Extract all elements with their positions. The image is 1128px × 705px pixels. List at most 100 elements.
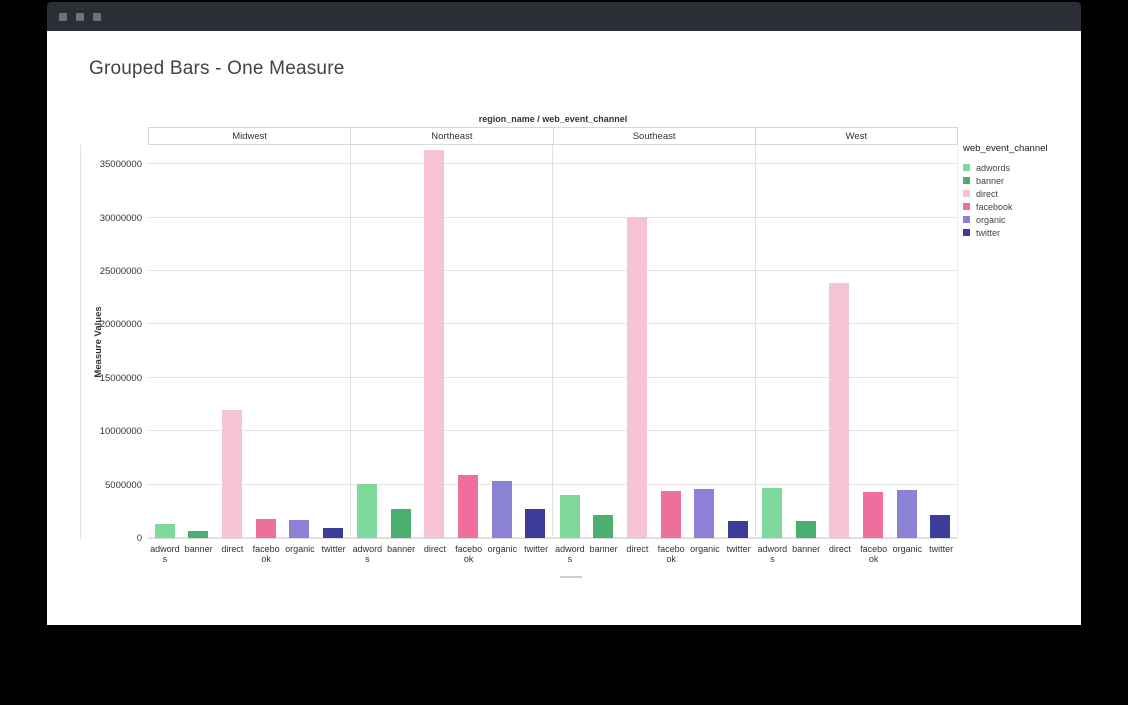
- bar-west-organic[interactable]: [896, 489, 917, 538]
- bar-northeast-twitter[interactable]: [525, 509, 546, 538]
- x-tick-label: adword s: [352, 544, 383, 564]
- legend-title: web_event_channel: [963, 143, 1048, 154]
- bar-midwest-facebook[interactable]: [255, 518, 276, 538]
- panel-midwest: [148, 145, 350, 538]
- plot-area: [148, 145, 958, 539]
- bar-slot: [485, 145, 519, 538]
- legend-item-organic[interactable]: organic: [963, 213, 1073, 226]
- panels: [148, 145, 957, 538]
- y-tick-label: 35000000: [99, 159, 142, 171]
- bar-slot: [789, 145, 823, 538]
- legend-label: twitter: [976, 227, 1001, 238]
- bar-midwest-twitter[interactable]: [322, 528, 343, 538]
- bar-northeast-banner[interactable]: [390, 509, 411, 538]
- panel-header-west[interactable]: West: [754, 127, 958, 145]
- bar-southeast-twitter[interactable]: [727, 520, 748, 538]
- x-tick-label: twitter: [929, 544, 954, 554]
- legend-item-direct[interactable]: direct: [963, 187, 1073, 200]
- x-tick-label: organic: [892, 544, 923, 554]
- legend-swatch-icon: [963, 190, 970, 197]
- x-label-panel-midwest: adword s banner direct facebo ok organic twit…: [148, 542, 351, 564]
- x-tick-label: direct: [423, 544, 446, 554]
- window-control-3-icon[interactable]: [93, 12, 101, 21]
- bar-west-adwords[interactable]: [762, 487, 783, 538]
- x-tick-label: organic: [285, 544, 315, 554]
- bar-slot: [620, 145, 654, 538]
- x-tick-label: banner: [184, 544, 213, 554]
- x-tick-label: twitter: [524, 544, 549, 554]
- bar-midwest-organic[interactable]: [289, 519, 310, 538]
- y-axis: Measure Values 0 5000000 10000000 15000000 2…: [80, 145, 148, 544]
- legend-item-banner[interactable]: banner: [963, 174, 1073, 187]
- legend-item-adwords[interactable]: adwords: [963, 161, 1073, 174]
- x-label-panel-west: adword s banner direct facebo ok organic twit…: [756, 542, 959, 564]
- y-tick-label: 10000000: [99, 426, 142, 438]
- bar-southeast-adwords[interactable]: [559, 495, 580, 538]
- window-control-2-icon[interactable]: [76, 12, 84, 21]
- x-tick-label: banner: [589, 544, 618, 554]
- bar-southeast-facebook[interactable]: [660, 491, 681, 538]
- bar-southeast-organic[interactable]: [694, 488, 715, 538]
- y-tick-label: 5000000: [105, 479, 142, 491]
- bar-slot: [148, 145, 182, 538]
- x-tick-label: twitter: [726, 544, 751, 554]
- bar-slot: [587, 145, 621, 538]
- x-tick-label: direct: [626, 544, 649, 554]
- bar-southeast-direct[interactable]: [626, 216, 647, 538]
- legend-item-facebook[interactable]: facebook: [963, 200, 1073, 213]
- bar-slot: [518, 145, 552, 538]
- bar-slot: [553, 145, 587, 538]
- x-tick-label: banner: [387, 544, 416, 554]
- bar-midwest-banner[interactable]: [188, 530, 209, 538]
- legend-label: facebook: [976, 201, 1013, 212]
- y-tick-label: 15000000: [99, 372, 142, 384]
- bar-northeast-direct[interactable]: [424, 150, 445, 538]
- bar-slot: [721, 145, 755, 538]
- bar-slot: [282, 145, 316, 538]
- axis-underline-mark: [560, 576, 582, 578]
- bar-northeast-facebook[interactable]: [458, 475, 479, 538]
- bar-west-twitter[interactable]: [930, 514, 951, 538]
- legend-label: organic: [976, 214, 1006, 225]
- bar-slot: [756, 145, 790, 538]
- bar-slot: [654, 145, 688, 538]
- bar-southeast-banner[interactable]: [593, 514, 614, 538]
- legend-swatch-icon: [963, 216, 970, 223]
- legend-swatch-icon: [963, 229, 970, 236]
- panel-header-midwest[interactable]: Midwest: [148, 127, 351, 145]
- legend-item-twitter[interactable]: twitter: [963, 226, 1073, 239]
- bar-midwest-adwords[interactable]: [154, 524, 175, 538]
- bar-west-facebook[interactable]: [863, 492, 884, 538]
- panel-header-northeast[interactable]: Northeast: [350, 127, 553, 145]
- bar-northeast-organic[interactable]: [491, 481, 512, 538]
- bar-slot: [923, 145, 957, 538]
- y-tick-label: 20000000: [99, 319, 142, 331]
- bar-slot: [418, 145, 452, 538]
- legend-label: banner: [976, 175, 1005, 186]
- bar-west-banner[interactable]: [795, 520, 816, 538]
- window-control-1-icon[interactable]: [59, 12, 67, 21]
- panel-header-southeast[interactable]: Southeast: [552, 127, 755, 145]
- bar-slot: [451, 145, 485, 538]
- bar-slot: [351, 145, 385, 538]
- bar-slot: [384, 145, 418, 538]
- page-title: Grouped Bars - One Measure: [89, 58, 345, 79]
- bar-northeast-adwords[interactable]: [357, 483, 378, 538]
- x-tick-label: adword s: [757, 544, 788, 564]
- x-label-panel-northeast: adword s banner direct facebo ok organic twit…: [351, 542, 554, 564]
- column-headers: Midwest Northeast Southeast West: [148, 127, 958, 145]
- bar-slot: [856, 145, 890, 538]
- bar-midwest-direct[interactable]: [221, 409, 242, 538]
- bar-slot: [890, 145, 924, 538]
- x-tick-label: facebo ok: [252, 544, 280, 564]
- chart-field-header: region_name / web_event_channel: [478, 114, 628, 124]
- bar-slot: [687, 145, 721, 538]
- x-tick-label: banner: [792, 544, 821, 554]
- legend-label: adwords: [976, 162, 1011, 173]
- bar-slot: [182, 145, 216, 538]
- x-tick-label: direct: [221, 544, 244, 554]
- legend: web_event_channel adwords banner direct fac…: [963, 143, 1073, 239]
- legend-swatch-icon: [963, 164, 970, 171]
- bar-west-direct[interactable]: [829, 282, 850, 538]
